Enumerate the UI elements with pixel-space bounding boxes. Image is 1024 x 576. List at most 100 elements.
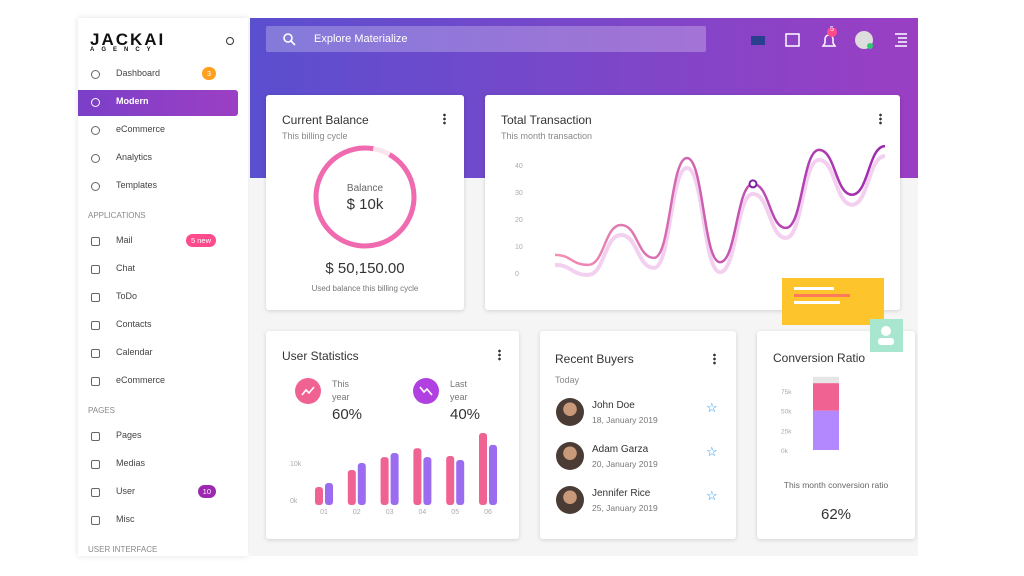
ratio-value: 62%	[820, 506, 852, 523]
x-tick-label: 06	[484, 509, 492, 516]
y-tick-label: 10k	[290, 461, 302, 468]
status-dot	[867, 43, 873, 49]
nav-item[interactable]: Mail	[116, 235, 133, 245]
nav-item[interactable]: Chat	[116, 263, 136, 273]
nav-icon	[91, 349, 100, 358]
nav-icon	[91, 321, 100, 330]
nav-icon	[91, 126, 100, 135]
y-tick-label: 10	[515, 244, 523, 251]
buyers-card: Recent Buyers Today John Doe 18, January …	[540, 331, 736, 539]
nav-item[interactable]: Misc	[116, 514, 135, 524]
y-tick-label: 30	[515, 190, 523, 197]
nav-item[interactable]: Calendar	[116, 347, 153, 357]
nav-icon	[91, 460, 100, 469]
notification-count: 5	[830, 26, 834, 33]
bar	[325, 482, 333, 505]
balance-card: Current Balance This billing cycle Balan…	[266, 95, 464, 310]
section-title: APPLICATIONS	[88, 211, 146, 220]
ring-value: $ 10k	[346, 196, 384, 213]
nav-icon	[91, 265, 100, 274]
card-subtitle: This billing cycle	[282, 131, 348, 141]
conversion-card: Conversion Ratio 0k 25k 50k 75k This month …	[757, 331, 915, 539]
y-tick-label: 0k	[290, 498, 298, 505]
nav-item[interactable]: Dashboard	[116, 68, 161, 78]
up-icon	[295, 378, 321, 404]
bar	[315, 487, 323, 505]
nav-icon	[91, 70, 100, 79]
badge: 10	[197, 485, 216, 498]
buyer-name: John Doe	[592, 400, 635, 411]
star-icon[interactable]: ☆	[706, 488, 718, 503]
nav-item[interactable]: eCommerce	[116, 124, 166, 134]
menu-dots[interactable]	[713, 353, 716, 365]
nav-item[interactable]: Contacts	[116, 319, 152, 329]
x-tick-label: 01	[320, 509, 328, 516]
bar	[390, 453, 399, 505]
y-tick-label: 25k	[781, 428, 792, 435]
illustration	[782, 278, 903, 352]
y-tick-label: 50k	[781, 409, 792, 416]
menu-icon[interactable]	[895, 33, 907, 47]
bar	[347, 470, 356, 505]
star-icon[interactable]: ☆	[706, 444, 718, 459]
notification-badge	[827, 28, 837, 37]
line-shadow	[554, 154, 886, 277]
section-title: PAGES	[88, 406, 115, 415]
nav-icon	[91, 432, 100, 441]
bar	[446, 455, 455, 505]
buyer-date: 25, January 2019	[592, 503, 658, 513]
amount: $ 50,150.00	[325, 260, 405, 277]
star-icon[interactable]: ☆	[706, 400, 718, 415]
balance-ring	[313, 145, 417, 249]
last-year-value: 40%	[450, 406, 481, 423]
menu-dots[interactable]	[498, 349, 501, 361]
nav-item[interactable]: Analytics	[116, 152, 153, 162]
nav-item[interactable]: Modern	[116, 96, 149, 106]
bar	[380, 457, 389, 505]
bar-chart: 0k 10k 01 02 03 04 05 06	[290, 433, 497, 516]
stacked-bar-chart: 0k 25k 50k 75k	[781, 376, 839, 455]
brand-name: JACKAI	[90, 30, 166, 49]
menu-dots[interactable]	[879, 113, 882, 125]
buyer-name: Jennifer Rice	[592, 488, 651, 499]
x-tick-label: 04	[419, 509, 427, 516]
sidebar: JACKAI AGENCY Dashboard 3 Modern eCommerce A…	[78, 18, 248, 556]
nav-icon	[91, 154, 100, 163]
nav-icon	[91, 516, 100, 525]
nav-item[interactable]: ToDo	[116, 291, 138, 301]
menu-dots[interactable]	[443, 113, 446, 125]
nav-item[interactable]: eCommerce	[116, 375, 166, 385]
active-bg	[78, 90, 238, 116]
avatar	[556, 398, 584, 426]
bar	[357, 463, 366, 505]
section-title: USER INTERFACE	[88, 545, 158, 554]
bar-segment	[813, 383, 839, 411]
caption: Used balance this billing cycle	[311, 284, 419, 293]
badge: 5 new	[185, 234, 216, 247]
x-tick-label: 03	[386, 509, 394, 516]
search-placeholder: Explore Materialize	[314, 33, 408, 45]
nav-icon	[91, 98, 100, 107]
bar	[489, 444, 497, 505]
nav-item[interactable]: Pages	[116, 430, 142, 440]
nav-item[interactable]: Templates	[116, 180, 158, 190]
fullscreen-icon[interactable]	[785, 33, 800, 47]
search-box[interactable]: Explore Materialize	[266, 26, 706, 52]
buyer-date: 18, January 2019	[592, 415, 658, 425]
nav-item[interactable]: Medias	[116, 458, 146, 468]
bar-segment	[813, 376, 839, 384]
point-marker	[748, 179, 758, 189]
card-subtitle: This month transaction	[501, 131, 593, 141]
y-tick-label: 20	[515, 217, 523, 224]
nav-icon	[91, 237, 100, 246]
this-year-value: 60%	[332, 406, 363, 423]
card-title: User Statistics	[282, 349, 359, 363]
nav-item[interactable]: User	[116, 486, 136, 496]
line-chart: 0 10 20 30 40	[515, 144, 886, 278]
buyer-date: 20, January 2019	[592, 459, 658, 469]
flag-icon[interactable]	[751, 36, 765, 45]
toggle[interactable]	[226, 37, 234, 45]
search-icon	[283, 33, 296, 46]
badge: 3	[201, 67, 216, 80]
